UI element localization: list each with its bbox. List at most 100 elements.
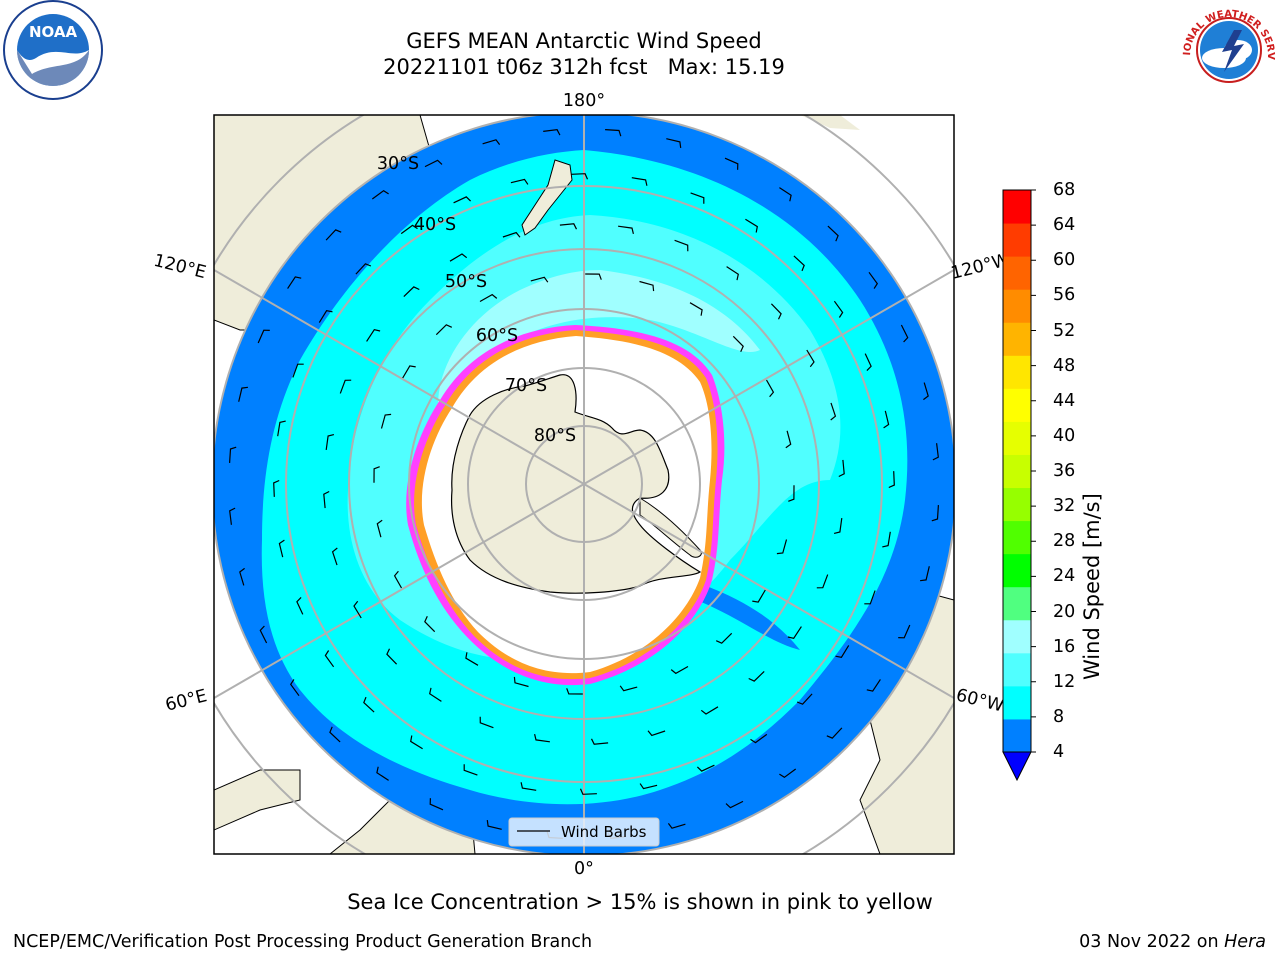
wind-barb [371, 189, 389, 200]
colorbar-tick-label: 16 [1053, 636, 1076, 657]
wind-barb [776, 539, 788, 555]
wind-barb [793, 255, 805, 272]
colorbar-tick-label: 68 [1053, 180, 1076, 200]
colorbar-tick-label: 48 [1053, 355, 1076, 376]
colorbar-label: Wind Speed [m/s] [1080, 493, 1104, 680]
colorbar-segment [1003, 322, 1031, 356]
colorbar-segment [1003, 223, 1031, 257]
lon-label-180: 180° [563, 91, 605, 111]
lon-label-120e: 120°E [152, 251, 208, 283]
colorbar-segment [1003, 256, 1031, 290]
colorbar-tick-label: 56 [1053, 285, 1076, 306]
wind-barb [380, 413, 392, 429]
wind-barb [765, 379, 775, 398]
wind-barb [920, 566, 930, 582]
wind-barb [900, 324, 909, 343]
colorbar-segment [1003, 388, 1031, 422]
wind-barb [866, 679, 881, 692]
wind-barb [647, 730, 666, 737]
wind-barb [888, 471, 895, 489]
wind-barb [748, 670, 765, 682]
colorbar-tick-label: 40 [1053, 425, 1076, 446]
wind-barb [833, 300, 844, 318]
wind-barb [690, 192, 705, 204]
wind-barb [779, 768, 797, 779]
colorbar-tick-label: 20 [1053, 601, 1076, 622]
wind-barb [402, 365, 416, 379]
wind-barb [674, 239, 689, 252]
wind-barb [816, 574, 829, 589]
wind-barb [259, 625, 268, 644]
wind-barb [239, 567, 245, 586]
colorbar-segment [1003, 520, 1031, 555]
wind-barb [366, 329, 381, 342]
colorbar-tick-label: 44 [1053, 390, 1076, 411]
footer-machine: Hera [1224, 932, 1266, 952]
colorbar-segment [1003, 586, 1031, 621]
wind-barb [585, 273, 602, 280]
wind-barb [796, 693, 813, 705]
colorbar-tick-label: 24 [1053, 566, 1076, 587]
wind-barb [502, 231, 521, 238]
colorbar-segment [1003, 190, 1031, 224]
wind-barb [787, 626, 802, 639]
wind-barb [827, 225, 839, 242]
wind-barb [331, 547, 338, 566]
colorbar-tick-label: 12 [1053, 671, 1076, 692]
chart-title: GEFS MEAN Antarctic Wind Speed [406, 29, 762, 53]
wind-barb [325, 434, 335, 450]
wind-barb [353, 600, 362, 619]
wind-barb [715, 632, 733, 644]
wind-barb [363, 696, 375, 713]
chart-subtitle: 20221101 t06z 312h fcst Max: 15.19 [383, 55, 785, 79]
wind-barb [479, 716, 494, 729]
wind-barb [257, 329, 270, 344]
wind-barb [373, 466, 380, 483]
wind-barb [883, 410, 890, 429]
wind-barb [864, 590, 876, 605]
wind-barb [429, 687, 442, 702]
wind-barb [619, 685, 638, 692]
wind-barb [229, 446, 237, 463]
wind-barb [770, 303, 782, 320]
colorbar-segment [1003, 355, 1031, 389]
wind-barb [631, 177, 648, 186]
lon-label-60w: 60°W [954, 685, 1006, 716]
svg-text:NOAA: NOAA [29, 23, 78, 41]
wind-barbs [229, 129, 939, 839]
wind-barb [571, 173, 589, 180]
wind-barb [238, 386, 248, 402]
wind-barb [666, 138, 682, 148]
footer-date: 03 Nov 2022 on Hera [1079, 932, 1266, 952]
wind-barb [923, 382, 929, 401]
lat-label-50s: 50°S [445, 272, 487, 292]
wind-barb [605, 129, 622, 137]
wind-barb [435, 324, 453, 336]
lat-label-80s: 80°S [534, 426, 576, 446]
wind-barb [931, 505, 939, 522]
lon-label-120w: 120°W [949, 250, 1012, 284]
wind-barb [689, 302, 703, 316]
caption: Sea Ice Concentration > 15% is shown in … [347, 890, 933, 914]
wind-barb [725, 800, 744, 809]
wind-16-20-zone [438, 270, 760, 420]
colorbar-segment [1003, 652, 1031, 687]
wind-barb [520, 782, 537, 791]
wind-barb [579, 788, 597, 795]
wind-barb [376, 519, 383, 538]
wind-barb [932, 443, 939, 461]
wind-barb [325, 229, 342, 241]
legend-label: Wind Barbs [561, 823, 647, 841]
wind-barb [750, 733, 768, 744]
wind-barb [229, 507, 236, 525]
wind-barb [530, 276, 549, 283]
wind-barb [882, 531, 891, 548]
land-africa [214, 769, 301, 831]
wind-barb [463, 764, 478, 776]
wind-barb [826, 727, 843, 739]
wind-barb [835, 645, 850, 658]
wind-barb [479, 293, 498, 303]
wind-barb [289, 679, 300, 697]
colorbar-tick-label: 28 [1053, 531, 1076, 552]
wind-barb [510, 178, 529, 185]
